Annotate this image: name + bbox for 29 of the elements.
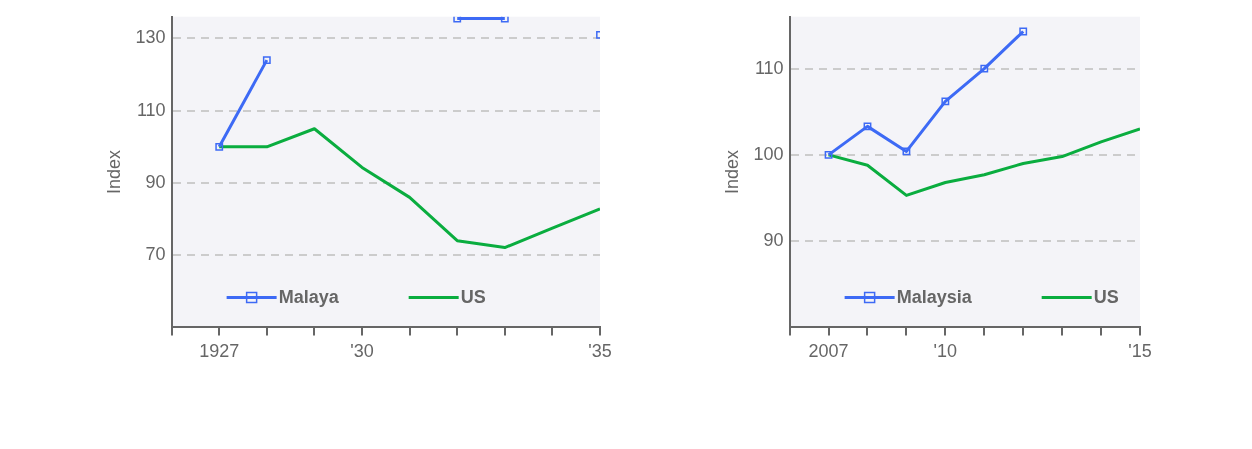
- point: [863, 122, 872, 131]
- point: [1019, 27, 1028, 36]
- point: [824, 150, 833, 159]
- x-tick-label: '30: [350, 341, 374, 362]
- point: [262, 56, 271, 65]
- y-axis-title: Index: [103, 150, 124, 195]
- x-tick-label: 2007: [808, 341, 849, 362]
- point: [941, 97, 950, 106]
- point: [215, 142, 224, 151]
- point: [980, 64, 989, 73]
- y-tick-label: 110: [136, 99, 166, 120]
- y-axis-title: Index: [721, 150, 742, 195]
- x-tick-label: '15: [1128, 341, 1152, 362]
- y-tick-label: 70: [145, 244, 166, 265]
- legend-label: Malaysia: [896, 287, 973, 308]
- legend-label: US: [1093, 287, 1119, 308]
- point: [453, 16, 462, 23]
- y-tick-label: 90: [145, 171, 166, 192]
- point: [902, 147, 911, 156]
- y-tick-label: 130: [135, 27, 166, 48]
- legend-label: US: [460, 287, 486, 308]
- x-tick-label: '35: [588, 341, 612, 362]
- x-tick-label: '10: [933, 341, 958, 362]
- y-tick-label: 100: [753, 143, 784, 164]
- point: [500, 16, 509, 23]
- y-tick-label: 110: [754, 57, 784, 78]
- x-tick-label: 1927: [199, 341, 240, 362]
- legend-label: Malaya: [278, 287, 340, 308]
- y-tick-label: 90: [763, 230, 784, 251]
